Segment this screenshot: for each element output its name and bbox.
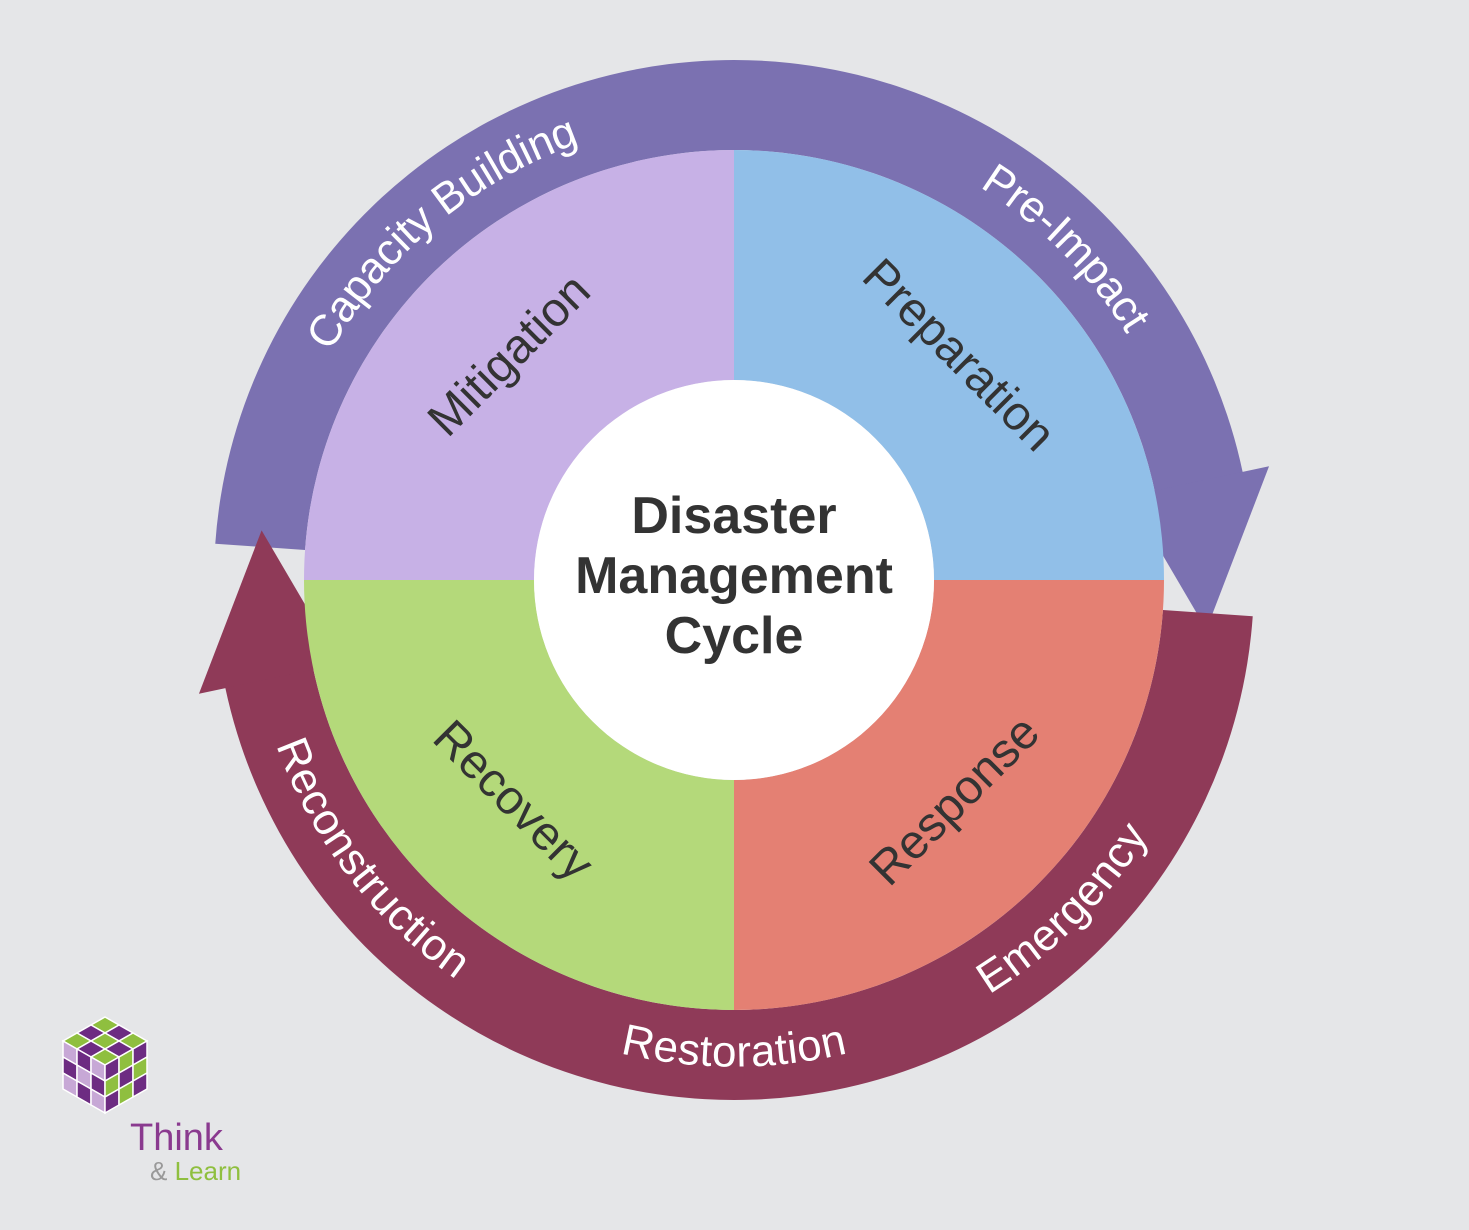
logo-ampersand: &	[150, 1156, 175, 1186]
brand-logo: Think & Learn	[50, 990, 270, 1190]
diagram-canvas: DisasterManagementCycleMitigationPrepara…	[0, 0, 1469, 1230]
logo-cube-icon	[63, 1017, 147, 1113]
logo-word2-group: & Learn	[150, 1156, 241, 1186]
logo-svg: Think & Learn	[50, 990, 270, 1190]
logo-word1: Think	[130, 1117, 224, 1159]
logo-word2: Learn	[175, 1156, 242, 1186]
